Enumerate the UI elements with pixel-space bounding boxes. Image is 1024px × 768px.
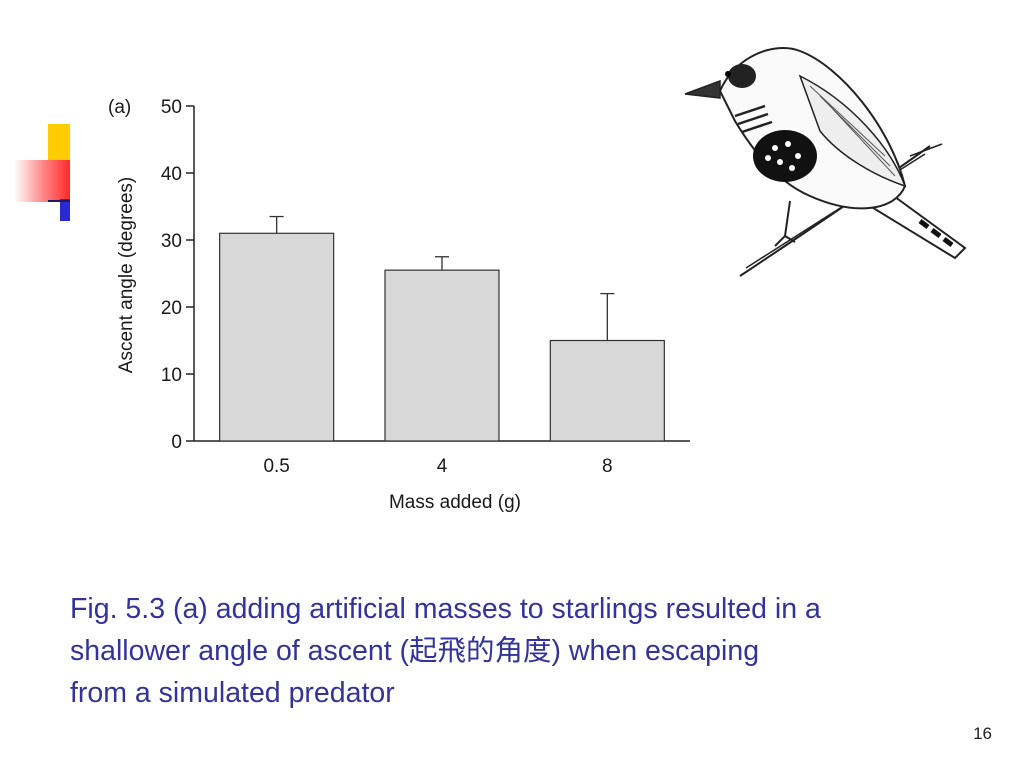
- decorative-divider: [48, 200, 70, 202]
- y-tick-label: 50: [161, 97, 182, 118]
- decorative-red-gradient-block: [14, 160, 70, 202]
- decorative-blue-block: [60, 199, 70, 221]
- y-tick-label: 30: [161, 231, 182, 252]
- page-number: 16: [973, 724, 992, 743]
- x-tick-label: 0.5: [263, 456, 289, 477]
- x-axis: 0.5 4 8: [194, 440, 690, 477]
- caption-line: Fig. 5.3 (a) adding artificial masses to…: [70, 593, 821, 625]
- panel-label: (a): [108, 97, 131, 118]
- y-axis-label: Ascent angle (degrees): [116, 177, 137, 373]
- caption-line: shallower angle of ascent (起飛的角度) when e…: [70, 635, 760, 667]
- bars: [219, 215, 665, 442]
- y-axis: 0 10 20 30 40 50: [161, 97, 195, 453]
- caption-line: from a simulated predator: [70, 677, 395, 709]
- y-tick-label: 10: [161, 365, 182, 386]
- x-tick-label: 4: [437, 456, 448, 477]
- x-tick-label: 8: [602, 456, 613, 477]
- finch-illustration: [684, 46, 967, 277]
- x-axis-label: Mass added (g): [389, 492, 521, 513]
- bar: [384, 269, 500, 442]
- bar-chart: (a) Ascent angle (degrees) Mass added (g…: [108, 97, 690, 513]
- bar: [549, 339, 665, 442]
- y-tick-label: 0: [171, 432, 182, 453]
- y-tick-label: 40: [161, 164, 182, 185]
- figure-caption: Fig. 5.3 (a) adding artificial masses to…: [70, 588, 990, 714]
- y-tick-label: 20: [161, 298, 182, 319]
- bar: [219, 232, 335, 442]
